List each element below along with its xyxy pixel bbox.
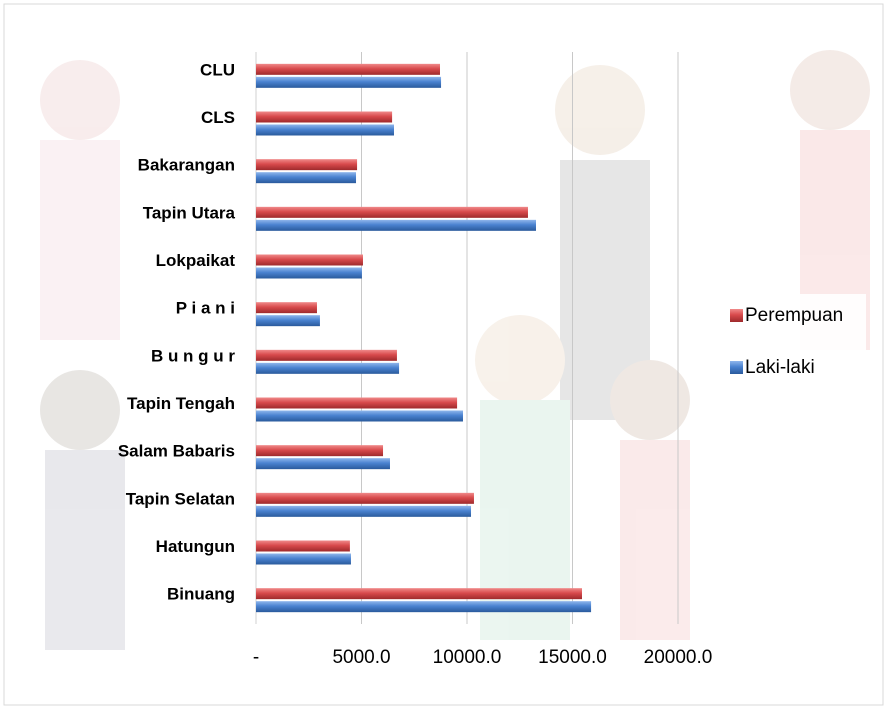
bar bbox=[256, 315, 320, 327]
y-tick-label: Hatungun bbox=[156, 537, 235, 556]
bar bbox=[256, 397, 458, 409]
y-tick-label: CLU bbox=[200, 60, 235, 79]
background-illustration bbox=[40, 50, 870, 650]
x-tick-label: 5000.0 bbox=[332, 647, 390, 668]
bar bbox=[256, 302, 317, 314]
bar bbox=[256, 124, 394, 136]
bar bbox=[256, 588, 582, 600]
bar bbox=[256, 206, 528, 218]
bar bbox=[256, 601, 592, 613]
bar bbox=[256, 267, 362, 279]
y-tick-label: Bakarangan bbox=[138, 156, 235, 175]
y-tick-label: Tapin Tengah bbox=[127, 394, 235, 413]
bar bbox=[256, 445, 384, 457]
bar bbox=[256, 349, 397, 361]
y-tick-label: Lokpaikat bbox=[156, 251, 236, 270]
legend-marker bbox=[730, 361, 743, 374]
bar bbox=[256, 172, 357, 184]
bar bbox=[256, 111, 393, 123]
y-tick-label: B u n g u r bbox=[151, 346, 235, 365]
bar bbox=[256, 410, 463, 422]
y-tick-label: Salam Babaris bbox=[118, 442, 235, 461]
x-tick-label: - bbox=[253, 647, 259, 668]
bar bbox=[256, 254, 363, 266]
bar bbox=[256, 219, 536, 231]
x-tick-label: 10000.0 bbox=[433, 647, 502, 668]
y-tick-label: CLS bbox=[201, 108, 235, 127]
bar bbox=[256, 553, 351, 565]
bar bbox=[256, 76, 442, 88]
y-tick-label: Binuang bbox=[167, 585, 235, 604]
bar bbox=[256, 540, 350, 552]
legend-marker bbox=[730, 309, 743, 322]
y-tick-label: Tapin Utara bbox=[143, 203, 236, 222]
bar bbox=[256, 63, 440, 75]
y-tick-label: Tapin Selatan bbox=[126, 489, 235, 508]
bar bbox=[256, 362, 400, 374]
y-tick-label: P i a n i bbox=[176, 299, 235, 318]
bar bbox=[256, 159, 358, 171]
bar bbox=[256, 505, 472, 517]
bar bbox=[256, 458, 390, 470]
x-tick-label: 20000.0 bbox=[644, 647, 713, 668]
legend-label: Perempuan bbox=[745, 305, 843, 326]
legend-label: Laki-laki bbox=[745, 357, 815, 378]
x-tick-label: 15000.0 bbox=[538, 647, 607, 668]
bar bbox=[256, 492, 474, 504]
